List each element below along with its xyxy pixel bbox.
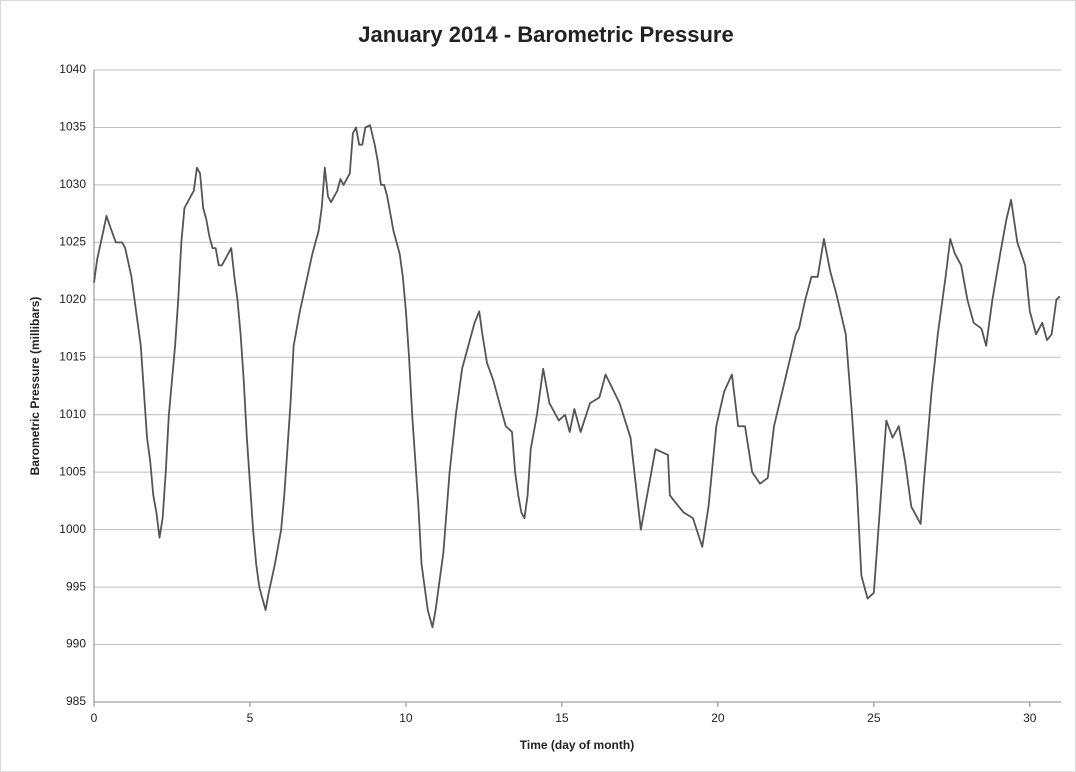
y-axis-label: Barometric Pressure (millibars) xyxy=(28,297,42,476)
x-axis-label: Time (day of month) xyxy=(520,738,634,752)
y-tick-label: 995 xyxy=(66,579,86,593)
x-tick-label: 20 xyxy=(711,711,725,725)
x-tick-label: 5 xyxy=(247,711,254,725)
x-tick-label: 10 xyxy=(399,711,413,725)
x-tick-label: 30 xyxy=(1023,711,1037,725)
y-tick-label: 1010 xyxy=(59,407,86,421)
x-tick-label: 0 xyxy=(91,711,98,725)
y-tick-label: 985 xyxy=(66,694,86,708)
y-tick-label: 1015 xyxy=(59,349,86,363)
data-line xyxy=(93,124,1061,629)
x-tick-label: 15 xyxy=(555,711,569,725)
y-tick-label: 1030 xyxy=(59,177,86,191)
y-tick-label: 1005 xyxy=(59,464,86,478)
y-tick-label: 1035 xyxy=(59,120,86,134)
chart-title: January 2014 - Barometric Pressure xyxy=(358,22,733,47)
y-tick-label: 1000 xyxy=(59,522,86,536)
y-tick-label: 990 xyxy=(66,637,86,651)
y-tick-label: 1040 xyxy=(59,62,86,76)
y-tick-label: 1025 xyxy=(59,235,86,249)
y-tick-label: 1020 xyxy=(59,292,86,306)
x-tick-label: 25 xyxy=(867,711,881,725)
